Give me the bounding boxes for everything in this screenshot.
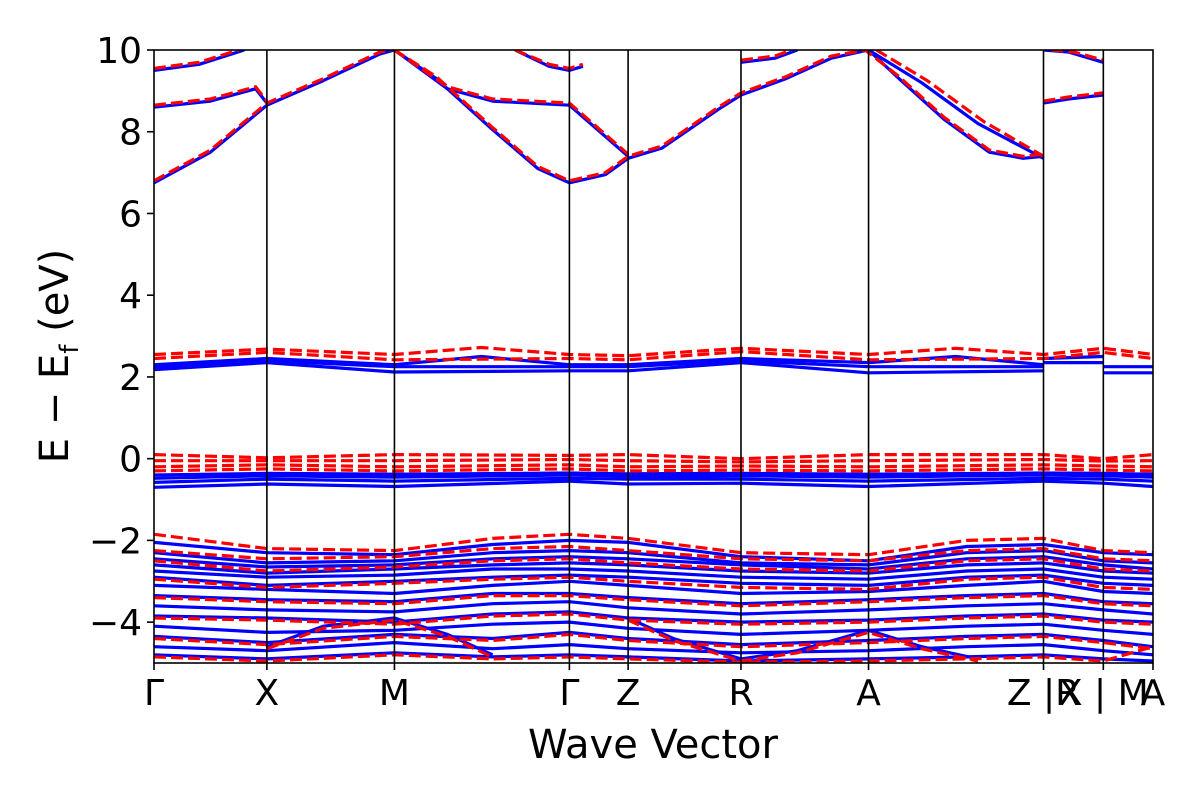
solid-band-27 bbox=[154, 579, 1153, 596]
dashed-band-14 bbox=[154, 463, 1153, 469]
x-tick-label-9: A bbox=[1141, 673, 1166, 714]
y-axis-label-unit: (eV) bbox=[32, 249, 78, 345]
dashed-band-20 bbox=[154, 594, 1153, 608]
dashed-band-3 bbox=[393, 50, 1044, 183]
dashed-band-12 bbox=[154, 453, 1153, 461]
y-tick-label-6: 8 bbox=[119, 113, 142, 154]
solid-band-8 bbox=[1043, 93, 1104, 105]
dashed-band-18 bbox=[154, 557, 1153, 573]
solid-band-23 bbox=[154, 555, 1153, 571]
y-tick-label-4: 4 bbox=[119, 276, 142, 317]
x-tick-label-7: Z |R bbox=[1007, 673, 1080, 714]
y-tick-label-0: −4 bbox=[89, 603, 142, 644]
x-tick-label-1: X bbox=[255, 673, 280, 714]
solid-band-1 bbox=[154, 87, 269, 109]
solid-band-6 bbox=[740, 50, 798, 64]
solid-band-21 bbox=[154, 538, 1153, 563]
dashed-band-25 bbox=[627, 618, 979, 663]
solid-band-29 bbox=[154, 600, 1153, 616]
solid-band-20 bbox=[154, 471, 1153, 477]
solid-band-10 bbox=[154, 361, 1044, 375]
dashed-band-5 bbox=[514, 50, 584, 70]
solid-band-14 bbox=[1043, 354, 1104, 361]
x-tick-label-2: M bbox=[379, 673, 410, 714]
dashed-band-13 bbox=[154, 457, 1153, 464]
y-tick-label-7: 10 bbox=[96, 31, 142, 72]
solid-band-18 bbox=[154, 476, 1153, 484]
solid-band-4 bbox=[393, 50, 630, 158]
x-axis-label: Wave Vector bbox=[528, 722, 779, 768]
solid-band-0 bbox=[154, 50, 395, 185]
dashed-band-15 bbox=[154, 467, 1153, 473]
high-symmetry-lines bbox=[266, 50, 1105, 663]
dashed-band-24 bbox=[266, 618, 494, 659]
solid-band-2 bbox=[154, 50, 245, 72]
dashed-band-21 bbox=[154, 612, 1153, 626]
y-axis-label-main: E − E bbox=[32, 354, 78, 464]
solid-band-22 bbox=[154, 549, 1153, 567]
solid-band-26 bbox=[154, 573, 1153, 587]
x-tick-label-6: A bbox=[856, 673, 881, 714]
solid-band-19 bbox=[154, 473, 1153, 480]
dashed-band-19 bbox=[154, 575, 1153, 591]
dashed-band-4 bbox=[393, 50, 630, 156]
dashed-band-0 bbox=[154, 50, 392, 183]
y-tick-label-1: −2 bbox=[89, 521, 142, 562]
dashed-band-8 bbox=[1043, 91, 1104, 103]
y-axis-ticks: −4 −2 0 2 4 6 8 10 bbox=[89, 31, 154, 644]
dashed-band-16 bbox=[154, 532, 1153, 557]
solid-band-7 bbox=[867, 50, 1045, 160]
solid-band-3 bbox=[393, 50, 1044, 185]
x-tick-label-0: Γ bbox=[144, 673, 164, 714]
y-axis-label: E − Ef (eV) bbox=[32, 249, 85, 464]
x-tick-label-5: R bbox=[728, 673, 753, 714]
dashed-band-23 bbox=[154, 645, 1153, 663]
solid-band-25 bbox=[154, 567, 1153, 581]
dashed-band-2 bbox=[154, 50, 240, 70]
y-axis-label-subscript: f bbox=[55, 344, 85, 354]
y-tick-label-3: 2 bbox=[119, 358, 142, 399]
solid-band-17 bbox=[154, 479, 1153, 489]
dashed-band-1 bbox=[154, 85, 269, 107]
dashed-band-10 bbox=[154, 350, 1153, 362]
solid-band-28 bbox=[154, 591, 1153, 606]
solid-band-36 bbox=[627, 616, 979, 661]
x-tick-label-4: Z bbox=[616, 673, 641, 714]
dashed-band-17 bbox=[154, 544, 1153, 563]
band-lines bbox=[154, 50, 1153, 663]
x-tick-label-8: X | M bbox=[1058, 673, 1149, 714]
solid-band-11 bbox=[154, 359, 1044, 369]
dashed-band-6 bbox=[740, 50, 793, 62]
y-tick-label-2: 0 bbox=[119, 440, 142, 481]
y-tick-label-5: 6 bbox=[119, 194, 142, 235]
solid-band-33 bbox=[154, 641, 1153, 657]
solid-band-31 bbox=[154, 620, 1153, 636]
dashed-band-7 bbox=[875, 50, 1045, 158]
x-tick-label-3: Γ bbox=[559, 673, 579, 714]
solid-band-24 bbox=[154, 561, 1153, 575]
plot-frame bbox=[153, 49, 1154, 664]
dashed-band-11 bbox=[154, 345, 1153, 358]
